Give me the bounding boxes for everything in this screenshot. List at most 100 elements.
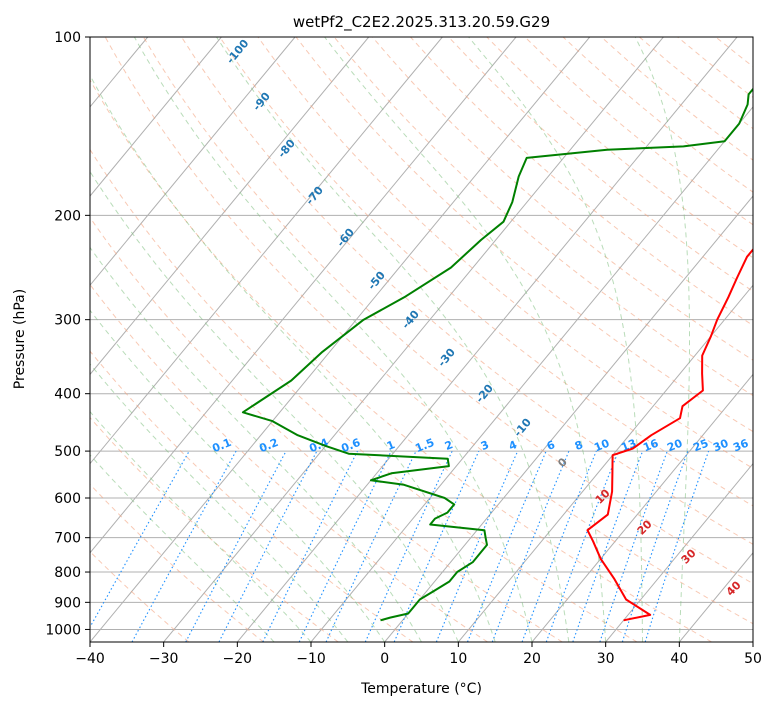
isotherm xyxy=(90,37,591,642)
axis-ticks: −40 −30 −20 −10 0 10 20 30 40 5010009008007006005… xyxy=(45,30,762,667)
isotherm xyxy=(90,37,222,197)
dewpoint-profile xyxy=(241,87,753,622)
mixing-ratio-line xyxy=(466,450,547,642)
dry-adiabat xyxy=(715,37,753,68)
dry-adiabat-label: -80 xyxy=(275,137,298,161)
dry-adiabat xyxy=(219,37,753,507)
moist-adiabat xyxy=(324,37,607,642)
dry-adiabat xyxy=(104,37,753,625)
dry-adiabat xyxy=(90,350,414,642)
y-axis-label: Pressure (hPa) xyxy=(12,289,28,389)
x-tick-label: −40 xyxy=(75,651,105,667)
isotherm xyxy=(457,284,753,642)
isotherm xyxy=(236,37,738,642)
moist-adiabat xyxy=(90,246,422,642)
y-tick-label: 900 xyxy=(54,595,81,611)
dry-adiabat xyxy=(90,216,563,642)
dry-adiabat xyxy=(371,37,753,361)
background-grid xyxy=(90,37,775,642)
y-tick-label: 500 xyxy=(54,444,81,460)
chart-title: wetPf2_C2E2.2025.313.20.59.G29 xyxy=(293,13,550,32)
dry-adiabat-label: -70 xyxy=(303,184,326,208)
y-tick-label: 1000 xyxy=(45,622,81,638)
plot-frame xyxy=(89,36,754,643)
y-tick-label: 400 xyxy=(54,387,81,403)
dry-adiabat xyxy=(90,550,190,642)
mixing-ratio-line xyxy=(491,450,570,642)
mixing-ratio-label: 20 xyxy=(665,437,684,455)
dry-adiabat xyxy=(639,37,753,130)
dry-adiabat xyxy=(257,37,753,469)
mixing-ratio-line xyxy=(545,450,619,642)
isotherm xyxy=(90,37,296,287)
mixing-ratio-label: 3 xyxy=(479,438,491,453)
mixing-ratio-label: 1.5 xyxy=(413,436,436,455)
isotherm xyxy=(90,37,517,554)
isotherm xyxy=(310,106,753,642)
dry-adiabat xyxy=(333,37,753,397)
mixing-ratio-line xyxy=(262,450,358,642)
mixing-ratio-line xyxy=(521,450,597,642)
mixing-ratio-line xyxy=(393,450,480,642)
mixing-ratio-label: 2 xyxy=(443,438,455,453)
moist-adiabat xyxy=(90,74,496,642)
mixing-ratio-label: 30 xyxy=(711,437,730,455)
dry-adiabat-label: -60 xyxy=(334,226,357,250)
temperature-profile xyxy=(586,247,753,622)
dry-adiabat xyxy=(410,37,753,327)
y-tick-label: 600 xyxy=(54,491,81,507)
dry-adiabat xyxy=(142,37,753,585)
isotherm xyxy=(90,37,443,465)
dry-adiabat-label: -40 xyxy=(399,308,422,332)
mixing-ratio-label: 10 xyxy=(592,437,611,455)
x-tick-label: 30 xyxy=(597,651,615,667)
x-tick-label: −30 xyxy=(149,651,179,667)
dry-adiabat xyxy=(90,78,712,642)
x-tick-label: 50 xyxy=(744,651,762,667)
y-tick-label: 200 xyxy=(54,208,81,224)
moist-adiabat xyxy=(634,37,690,642)
dry-adiabat-label: -100 xyxy=(224,37,252,67)
mixing-ratio-line xyxy=(90,450,190,629)
mixing-ratio-label: 1 xyxy=(385,438,397,453)
mixing-ratio-label: 8 xyxy=(573,438,585,453)
dry-adiabat-label: -10 xyxy=(511,416,534,440)
mixing-ratio-line xyxy=(298,450,392,642)
x-tick-label: −20 xyxy=(223,651,253,667)
mixing-ratio-label: 25 xyxy=(691,437,710,455)
dry-adiabat-label: -90 xyxy=(250,90,273,114)
x-tick-label: 10 xyxy=(449,651,467,667)
dry-adiabat xyxy=(486,37,753,259)
moist-adiabat xyxy=(216,37,570,642)
mixing-ratio-line xyxy=(644,450,710,642)
dry-adiabat-label: -30 xyxy=(435,346,458,370)
moist-adiabat xyxy=(90,363,349,642)
x-tick-label: 0 xyxy=(380,651,389,667)
dry-adiabat xyxy=(181,37,753,545)
dry-adiabat xyxy=(90,283,488,642)
dry-adiabat xyxy=(295,37,753,433)
x-tick-label: 20 xyxy=(523,651,541,667)
mixing-ratio-label: 0.2 xyxy=(257,436,280,455)
sounding-profiles xyxy=(241,87,753,622)
moist-adiabat xyxy=(468,37,643,642)
mixing-ratio-label: 16 xyxy=(641,437,660,455)
mixing-ratio-line xyxy=(599,450,668,642)
moist-adiabat xyxy=(90,454,275,642)
x-tick-label: 40 xyxy=(670,651,688,667)
y-tick-label: 700 xyxy=(54,531,81,547)
dry-adiabat xyxy=(754,37,775,642)
mixing-ratio-label: 36 xyxy=(731,437,750,455)
moist-adiabat xyxy=(90,410,312,642)
isotherm xyxy=(163,37,664,642)
isotherm xyxy=(90,37,370,376)
moist-adiabat-label: 0 xyxy=(555,455,570,470)
dry-adiabat xyxy=(448,37,753,292)
isotherm xyxy=(384,195,753,642)
mixing-ratio-line xyxy=(572,450,644,642)
mixing-ratio-line xyxy=(435,450,519,642)
mixing-ratio-label: 0.1 xyxy=(210,436,233,455)
x-tick-label: −10 xyxy=(296,651,326,667)
y-tick-label: 100 xyxy=(54,30,81,46)
